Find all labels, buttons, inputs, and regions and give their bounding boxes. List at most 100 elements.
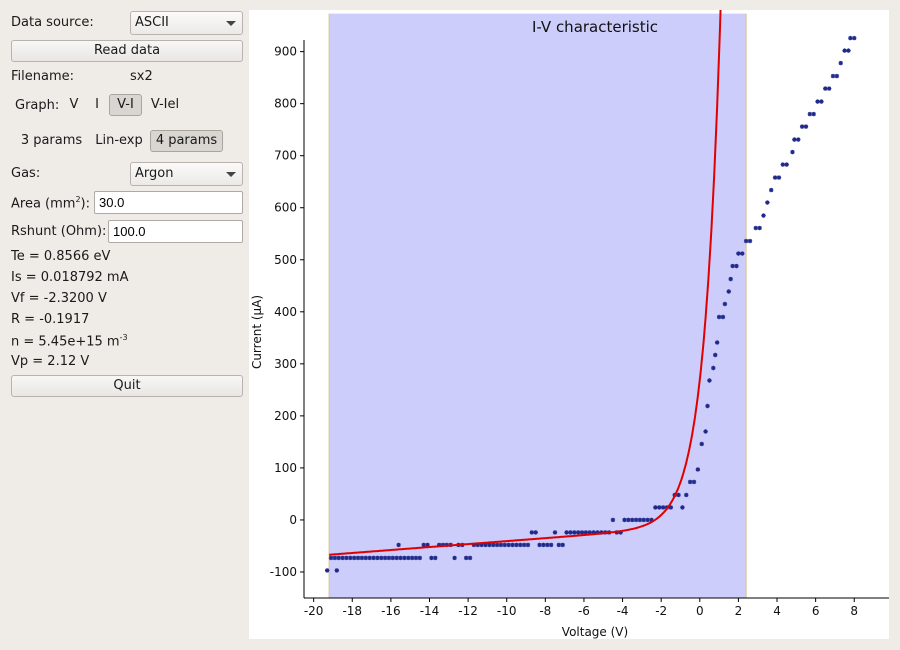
data-point [622,517,627,523]
data-point [705,403,710,409]
data-point [618,530,623,535]
data-point [467,555,473,561]
data-point [784,162,789,167]
data-point [587,530,592,535]
x-tick-label: -4 [617,604,629,618]
x-axis-label: Voltage (V) [562,625,628,639]
data-point [713,352,718,358]
data-point [583,530,589,535]
data-point [463,555,469,561]
rshunt-input[interactable] [108,220,243,243]
data-point [452,555,457,561]
x-tick-label: -20 [304,604,324,618]
data-point [819,99,824,104]
data-point [790,149,795,155]
filename-label: Filename: [11,69,75,84]
result-vf: Vf = -2.3200 V [11,291,107,306]
data-point [429,555,434,561]
fit-option-lin-exp[interactable]: Lin-exp [95,133,143,148]
data-point [703,429,708,434]
data-point [591,530,596,535]
data-point [776,175,782,180]
read-data-button[interactable]: Read data [11,40,243,62]
data-point [796,137,801,142]
quit-button[interactable]: Quit [11,375,243,397]
iv-chart: -20 -18 -16 -14 -12 -10 -8 -6 -4 -2 0 2 4 6 8 -1000100… [250,0,889,639]
x-tick-label: -12 [458,604,478,618]
data-point [575,530,581,535]
data-point [375,555,380,561]
data-point [815,99,820,104]
data-point [716,314,722,320]
data-point [479,542,484,548]
data-point [722,301,728,307]
data-point [803,124,809,129]
data-point [838,60,843,66]
data-point [599,530,604,535]
data-point [398,555,403,561]
x-tick-label: 8 [850,604,858,618]
y-axis-label: Current (µA) [250,295,264,369]
data-point [734,263,739,269]
x-tick-label: 6 [812,604,820,618]
data-point [649,517,654,523]
data-point [332,555,338,561]
data-point [390,555,396,561]
data-point [521,542,527,548]
data-point [334,568,340,573]
data-point [630,517,635,523]
data-point [475,542,480,548]
data-source-select[interactable]: ASCII [130,11,243,35]
y-tick-label: 800 [274,97,297,111]
graph-option-i[interactable]: I [95,97,99,112]
graph-option-v[interactable]: V [69,97,79,112]
data-point [637,517,643,523]
data-point [510,542,515,548]
data-point [668,505,674,510]
data-point [541,542,546,548]
data-point [753,225,758,231]
x-tick-label: -18 [342,604,362,618]
gas-select[interactable]: Argon [130,162,243,186]
data-point [351,555,357,561]
data-point [730,263,735,269]
data-point [379,555,384,561]
data-point [740,251,745,256]
x-tick-label: -2 [655,604,667,618]
chevron-down-icon [226,21,236,26]
data-point [676,492,681,498]
y-tick-label: 100 [274,461,297,475]
data-point [355,555,361,561]
data-point [757,225,762,231]
fit-option-3-params[interactable]: 3 params [20,133,83,148]
graph-option-v-i[interactable]: V-I [109,94,142,116]
data-point [382,555,388,561]
fit-option-4-params[interactable]: 4 params [150,130,223,152]
data-point [344,555,349,561]
data-point [848,35,853,41]
y-tick-label: -100 [270,565,297,579]
area-input[interactable] [94,191,243,214]
iv-plot: -20 -18 -16 -14 -12 -10 -8 -6 -4 -2 0 2 4 6 8 -100 0 100… [249,0,889,639]
area-label: Area (mm2): [11,195,90,212]
chart-title: I-V characteristic [532,18,658,36]
result-r: R = -0.1917 [11,312,90,327]
data-point [633,517,639,523]
data-point [402,555,407,561]
control-panel: Data source: ASCII Read data Filename: s… [0,0,250,650]
data-point [834,73,840,79]
data-point [761,213,766,218]
gas-label: Gas: [11,166,41,181]
data-point [514,542,519,548]
graph-option-v-iel[interactable]: V-Iel [150,97,180,112]
data-point [359,555,365,561]
data-point [433,555,438,561]
data-point [711,365,716,371]
result-n: n = 5.45e+15 m-3 [11,333,128,350]
data-point [328,555,334,561]
fit-curve [329,0,722,556]
data-point [595,530,600,535]
data-point [707,378,712,383]
fit-region-shade [329,13,747,599]
data-point [533,530,538,535]
